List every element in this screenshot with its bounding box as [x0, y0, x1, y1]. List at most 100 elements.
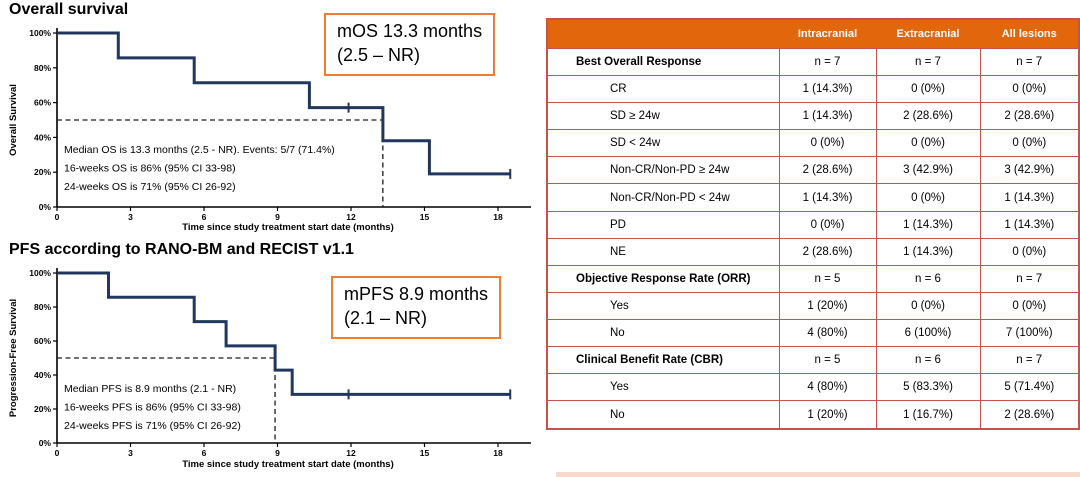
table-row: SD < 24w 0 (0%) 0 (0%) 0 (0%)	[546, 129, 1080, 158]
row-value: 5 (83.3%)	[875, 373, 981, 402]
row-value: 1 (14.3%)	[778, 75, 877, 104]
pfs-chart-block: PFS according to RANO-BM and RECIST v1.1…	[0, 240, 540, 477]
stat-annotation: 16-weeks PFS is 86% (95% CI 33-98)	[64, 402, 241, 414]
os-callout-line1: mOS 13.3 months	[337, 21, 483, 41]
y-tick-label: 80%	[34, 302, 51, 312]
os-km-plot: 0 3 6 9 12 15 18 0% 20% 40% 60% 80% 100% Median OS is…	[8, 28, 531, 233]
os-chart-title: Overall survival	[9, 1, 129, 18]
row-label: Best Overall Response	[546, 47, 780, 77]
x-tick-label: 15	[420, 448, 430, 458]
x-axis-title: Time since study treatment start date (m…	[182, 222, 394, 233]
x-tick-label: 9	[275, 448, 280, 458]
y-tick-label: 60%	[34, 98, 51, 108]
y-tick-label: 0%	[39, 438, 52, 448]
row-value: 0 (0%)	[778, 210, 877, 239]
row-value: 0 (0%)	[979, 291, 1080, 320]
row-value: 6 (100%)	[875, 318, 981, 348]
row-value: 1 (14.3%)	[778, 183, 877, 212]
table-row: No 4 (80%) 6 (100%) 7 (100%)	[546, 318, 1080, 348]
row-label: Yes	[546, 291, 780, 320]
x-tick-label: 6	[202, 212, 207, 222]
row-label: Clinical Benefit Rate (CBR)	[546, 346, 780, 375]
row-label: SD < 24w	[546, 129, 780, 158]
y-axis-title: Overall Survival	[8, 84, 19, 156]
table-row: SD ≥ 24w 1 (14.3%) 2 (28.6%) 2 (28.6%)	[546, 102, 1080, 131]
response-table-wrap: Intracranial Extracranial All lesions Best…	[546, 18, 1080, 430]
table-row: Non-CR/Non-PD ≥ 24w 2 (28.6%) 3 (42.9%) 3 (…	[546, 156, 1080, 185]
row-label: NE	[546, 237, 780, 266]
stat-annotation: 24-weeks PFS is 71% (95% CI 26-92)	[64, 420, 241, 432]
y-tick-label: 80%	[34, 63, 51, 73]
y-axis-title: Progression-Free Survival	[8, 299, 19, 417]
table-row: Non-CR/Non-PD < 24w 1 (14.3%) 0 (0%) 1 (14.…	[546, 183, 1080, 212]
row-label: No	[546, 400, 780, 430]
row-value: 2 (28.6%)	[778, 237, 877, 266]
table-row: PD 0 (0%) 1 (14.3%) 1 (14.3%)	[546, 210, 1080, 239]
x-axis-title: Time since study treatment start date (m…	[182, 459, 394, 470]
x-tick-label: 18	[493, 448, 503, 458]
row-value: n = 6	[875, 264, 981, 293]
row-value: 2 (28.6%)	[875, 102, 981, 131]
row-label: Objective Response Rate (ORR)	[546, 264, 780, 293]
os-median-callout: mOS 13.3 months (2.5 – NR)	[324, 13, 496, 76]
table-header-all-lesions: All lesions	[979, 18, 1080, 49]
table-header-row: Intracranial Extracranial All lesions	[546, 18, 1080, 49]
pfs-callout-line2: (2.1 – NR)	[344, 307, 428, 328]
row-value: 4 (80%)	[778, 318, 877, 348]
x-tick-label: 18	[493, 212, 503, 222]
y-tick-label: 40%	[34, 370, 51, 380]
row-value: 0 (0%)	[875, 291, 981, 320]
x-tick-label: 0	[55, 448, 60, 458]
row-value: n = 7	[875, 47, 981, 77]
table-header-intracranial: Intracranial	[778, 18, 877, 49]
x-tick-label: 12	[346, 448, 356, 458]
x-tick-label: 9	[275, 212, 280, 222]
row-value: 4 (80%)	[778, 373, 877, 402]
row-value: 2 (28.6%)	[979, 102, 1080, 131]
row-value: 1 (14.3%)	[979, 183, 1080, 212]
table-header-extracranial: Extracranial	[875, 18, 981, 49]
os-chart-block: Overall survival 0 3 6 9 12 15 18 0% 20% 40% 60% 80…	[0, 0, 540, 240]
row-value: 3 (42.9%)	[875, 156, 981, 185]
row-value: n = 7	[979, 264, 1080, 293]
y-tick-label: 20%	[34, 404, 51, 414]
y-tick-label: 60%	[34, 336, 51, 346]
response-table: Intracranial Extracranial All lesions Best…	[546, 18, 1080, 430]
row-value: 0 (0%)	[979, 75, 1080, 104]
row-label: Non-CR/Non-PD ≥ 24w	[546, 156, 780, 185]
pfs-km-plot: 0 3 6 9 12 15 18 0% 20% 40% 60% 80% 100% Median PFS i…	[8, 268, 531, 470]
row-value: 7 (100%)	[979, 318, 1080, 348]
km-curve	[57, 271, 511, 396]
os-callout-line2: (2.5 – NR)	[337, 44, 421, 65]
table-row: NE 2 (28.6%) 1 (14.3%) 0 (0%)	[546, 237, 1080, 266]
row-value: n = 5	[778, 346, 877, 375]
row-value: 2 (28.6%)	[979, 400, 1080, 430]
row-value: 0 (0%)	[979, 237, 1080, 266]
row-label: SD ≥ 24w	[546, 102, 780, 131]
row-value: 0 (0%)	[875, 183, 981, 212]
row-value: n = 5	[778, 264, 877, 293]
stat-annotation: Median OS is 13.3 months (2.5 - NR). Eve…	[64, 144, 335, 156]
y-tick-label: 0%	[39, 202, 52, 212]
row-value: n = 7	[979, 47, 1080, 77]
stat-annotation: 24-weeks OS is 71% (95% CI 26-92)	[64, 181, 236, 193]
table-header-empty	[546, 18, 780, 49]
y-tick-label: 40%	[34, 132, 51, 142]
x-tick-label: 15	[420, 212, 430, 222]
row-value: 0 (0%)	[875, 75, 981, 104]
row-value: 1 (14.3%)	[778, 102, 877, 131]
x-tick-label: 0	[55, 212, 60, 222]
stat-annotation: Median PFS is 8.9 months (2.1 - NR)	[64, 383, 236, 395]
row-value: 1 (14.3%)	[979, 210, 1080, 239]
x-tick-label: 12	[346, 212, 356, 222]
x-tick-label: 3	[128, 448, 133, 458]
row-label: PD	[546, 210, 780, 239]
km-curve	[57, 31, 511, 176]
row-value: 2 (28.6%)	[778, 156, 877, 185]
row-value: 1 (20%)	[778, 400, 877, 430]
pfs-chart-title: PFS according to RANO-BM and RECIST v1.1	[9, 241, 354, 258]
x-tick-label: 3	[128, 212, 133, 222]
